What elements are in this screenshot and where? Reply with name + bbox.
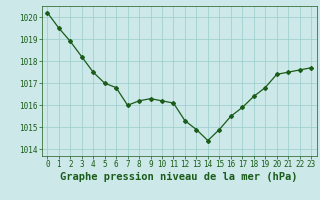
X-axis label: Graphe pression niveau de la mer (hPa): Graphe pression niveau de la mer (hPa) — [60, 172, 298, 182]
